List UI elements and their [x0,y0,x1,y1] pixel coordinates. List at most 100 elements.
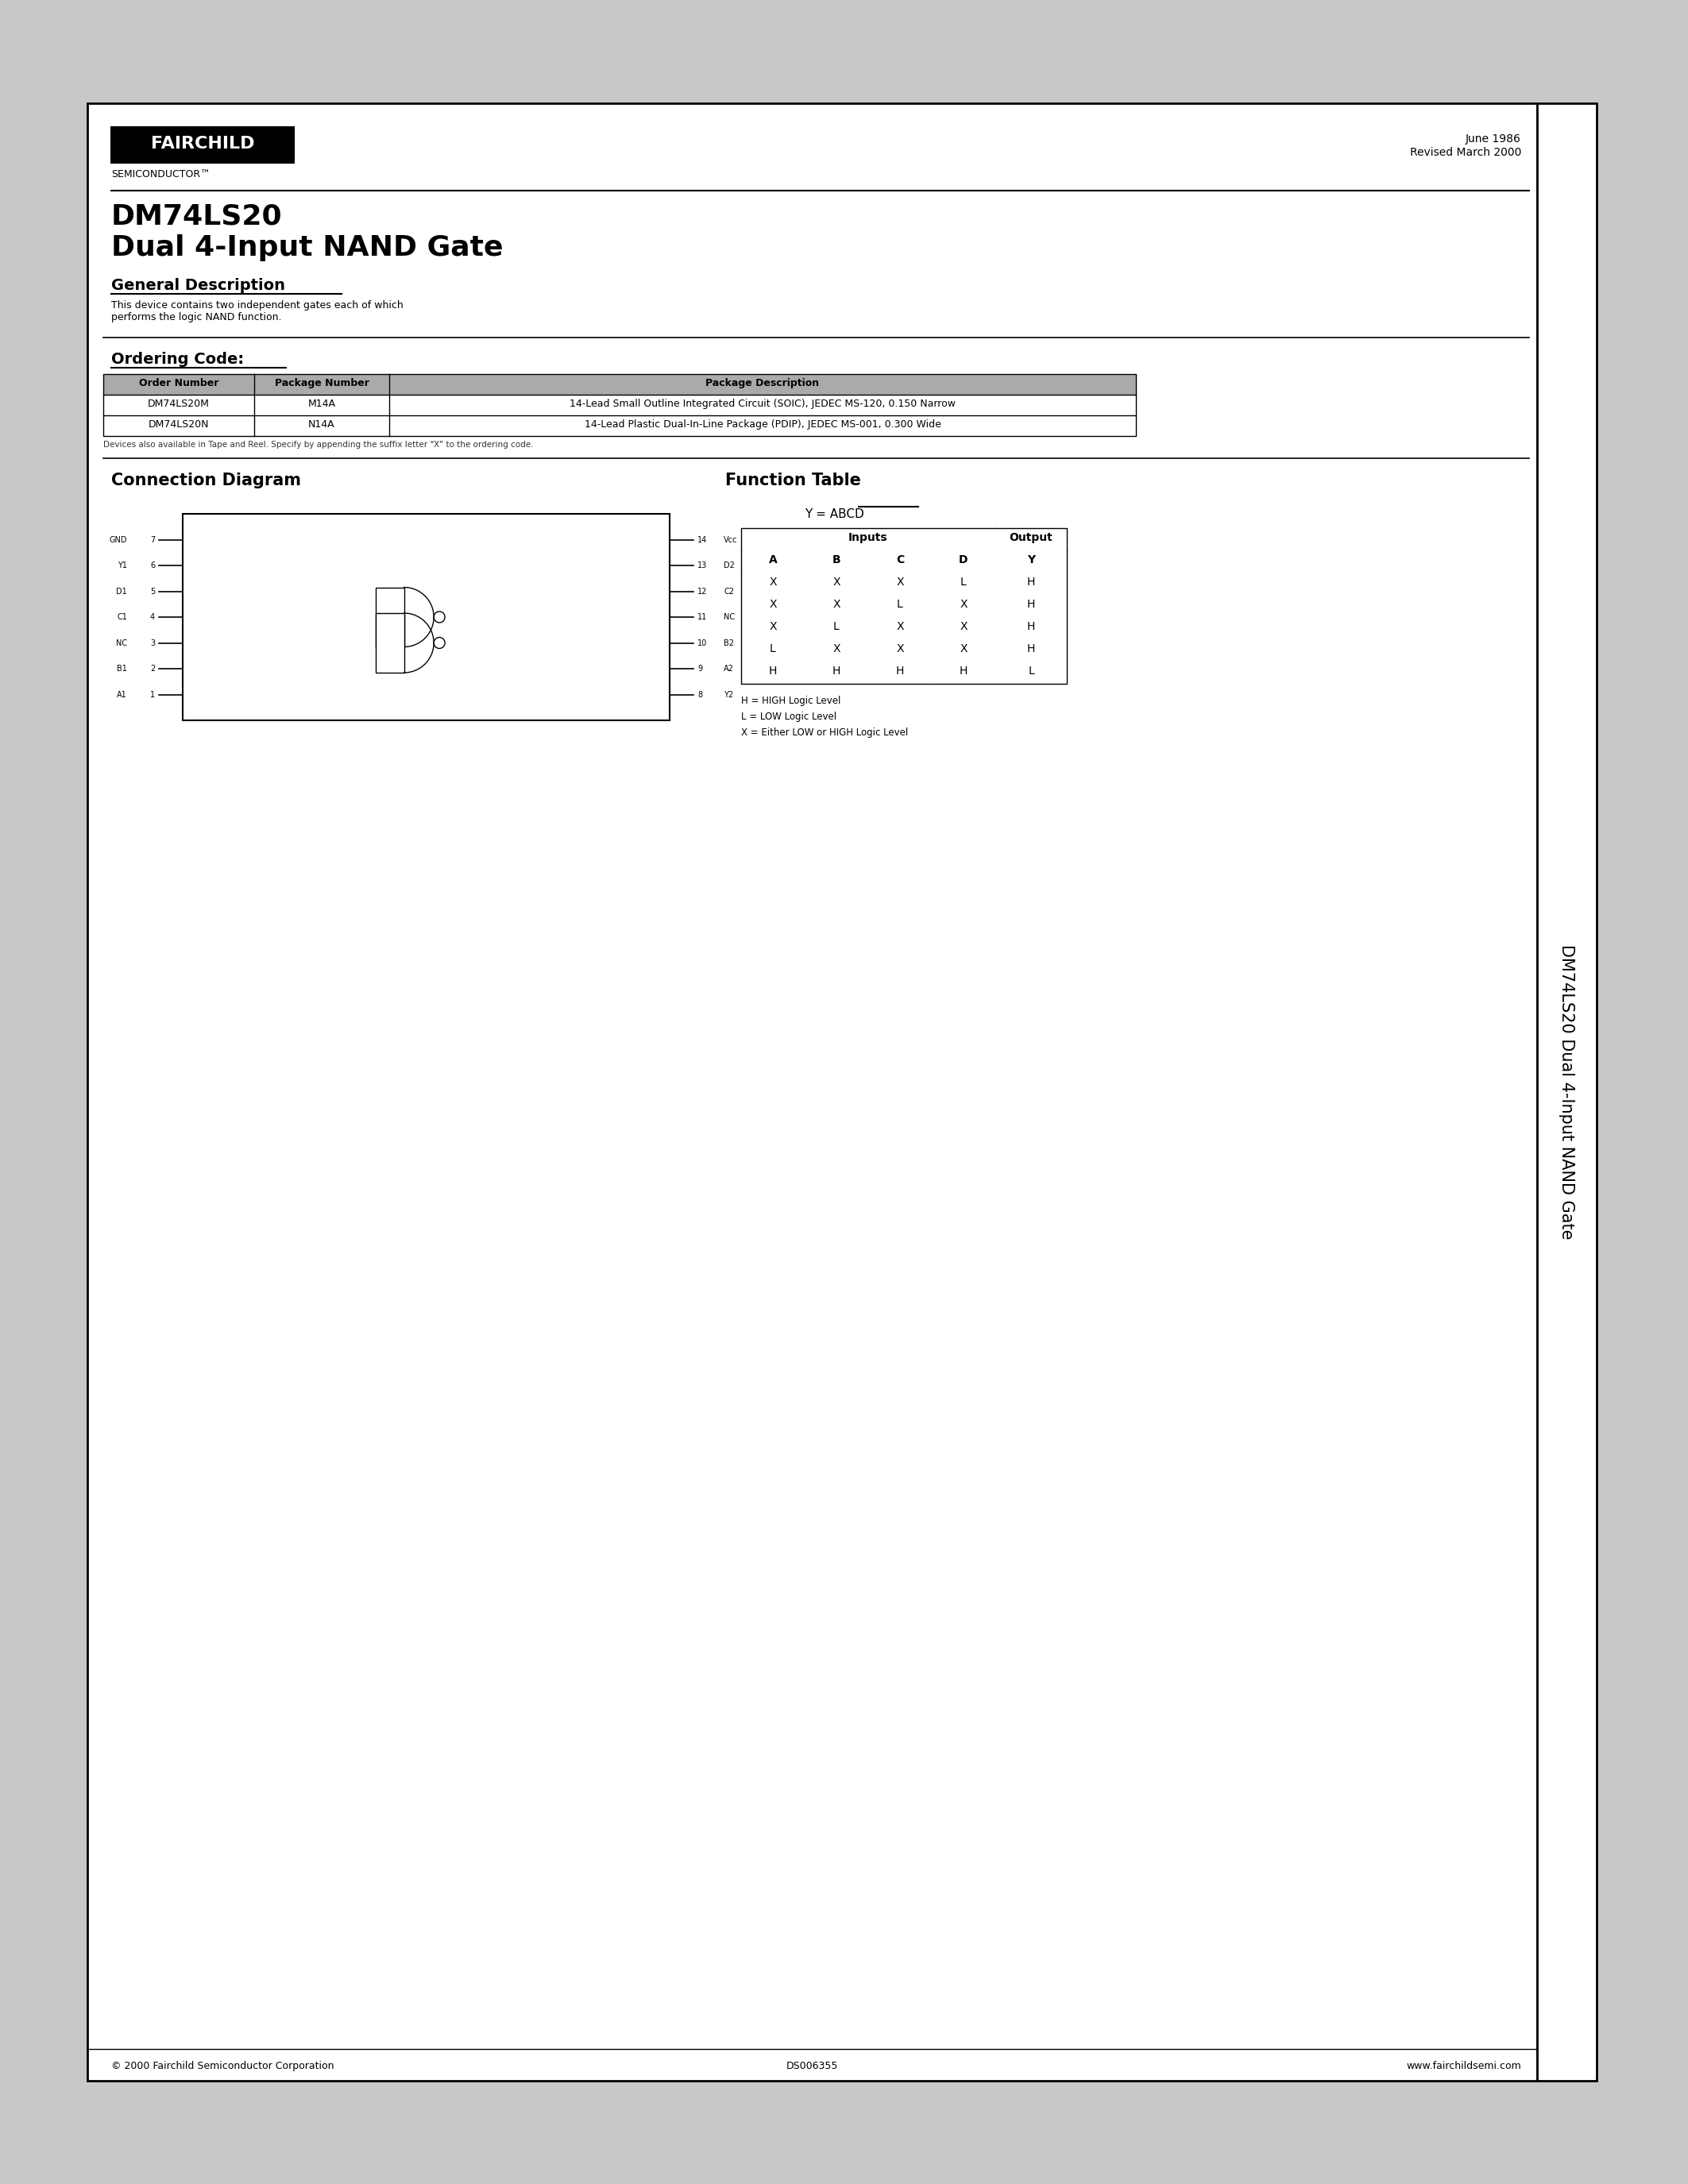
Text: H: H [959,666,967,677]
Text: NC: NC [116,640,127,646]
Text: DM74LS20: DM74LS20 [111,203,282,229]
Text: M14A: M14A [307,400,336,408]
Text: NC: NC [724,614,734,620]
Bar [741,529,1067,684]
Text: 11: 11 [697,614,707,620]
Text: GND: GND [110,535,127,544]
Text: SEMICONDUCTOR™: SEMICONDUCTOR™ [111,168,211,179]
Text: X: X [960,620,967,631]
Text: H: H [832,666,841,677]
Text: Output: Output [1009,533,1053,544]
Text: 5: 5 [150,587,155,596]
Text: 6: 6 [150,561,155,570]
Text: DS006355: DS006355 [787,2062,839,2070]
Text: L: L [960,577,967,587]
Bar [741,529,1067,550]
Text: L: L [1028,666,1035,677]
Text: H: H [1026,644,1035,655]
Text: Ordering Code:: Ordering Code: [111,352,245,367]
Text: H: H [896,666,905,677]
Text: X: X [770,598,776,609]
Text: L: L [834,620,839,631]
Text: H: H [1026,598,1035,609]
Text: X: X [832,598,841,609]
Text: Devices also available in Tape and Reel. Specify by appending the suffix letter : Devices also available in Tape and Reel.… [103,441,533,448]
Text: C1: C1 [116,614,127,620]
Text: X: X [896,644,903,655]
Text: 3: 3 [150,640,155,646]
Text: This device contains two independent gates each of which
performs the logic NAND: This device contains two independent gat… [111,299,403,323]
Text: © 2000 Fairchild Semiconductor Corporation: © 2000 Fairchild Semiconductor Corporati… [111,2062,334,2070]
Text: N14A: N14A [309,419,334,430]
Bar [376,587,403,646]
Text: 14-Lead Small Outline Integrated Circuit (SOIC), JEDEC MS-120, 0.150 Narrow: 14-Lead Small Outline Integrated Circuit… [569,400,955,408]
Text: H: H [1026,620,1035,631]
Text: D1: D1 [116,587,127,596]
Text: Package Description: Package Description [706,378,819,389]
Text: L: L [770,644,776,655]
Text: Vcc: Vcc [724,535,738,544]
Text: Revised March 2000: Revised March 2000 [1409,146,1521,157]
Text: B2: B2 [724,640,734,646]
Text: X = Either LOW or HIGH Logic Level: X = Either LOW or HIGH Logic Level [741,727,908,738]
Bar [376,614,403,673]
Bar [1538,103,1597,2081]
Text: X: X [960,644,967,655]
Text: B: B [832,555,841,566]
Text: H = HIGH Logic Level: H = HIGH Logic Level [741,697,841,705]
Text: D2: D2 [724,561,734,570]
Text: X: X [770,620,776,631]
Text: 8: 8 [697,690,702,699]
Bar [103,373,1136,437]
Text: D: D [959,555,969,566]
Text: 14-Lead Plastic Dual-In-Line Package (PDIP), JEDEC MS-001, 0.300 Wide: 14-Lead Plastic Dual-In-Line Package (PD… [584,419,940,430]
Text: 7: 7 [150,535,155,544]
Bar [182,513,670,721]
Text: X: X [896,577,903,587]
Bar [111,127,294,164]
Bar [741,550,1067,572]
Text: C: C [896,555,905,566]
Text: 13: 13 [697,561,707,570]
Bar [103,373,1136,395]
Text: X: X [832,644,841,655]
Text: DM74LS20M: DM74LS20M [149,400,209,408]
Text: X: X [896,620,903,631]
Text: X: X [960,598,967,609]
Text: 2: 2 [150,664,155,673]
Text: H: H [768,666,776,677]
Text: A2: A2 [724,664,734,673]
Text: 4: 4 [150,614,155,620]
Text: Inputs: Inputs [849,533,888,544]
Bar [88,103,1538,2081]
Text: Y = ABCD: Y = ABCD [805,509,864,520]
Text: 10: 10 [697,640,707,646]
Text: B1: B1 [116,664,127,673]
Text: Dual 4-Input NAND Gate: Dual 4-Input NAND Gate [111,234,503,262]
Text: 9: 9 [697,664,702,673]
Text: Connection Diagram: Connection Diagram [111,472,300,489]
Text: Function Table: Function Table [726,472,861,489]
Text: DM74LS20N: DM74LS20N [149,419,209,430]
Text: Y1: Y1 [118,561,127,570]
Text: H: H [1026,577,1035,587]
Text: Order Number: Order Number [138,378,219,389]
Text: 1: 1 [150,690,155,699]
Text: www.fairchildsemi.com: www.fairchildsemi.com [1406,2062,1521,2070]
Text: FAIRCHILD: FAIRCHILD [150,135,255,151]
Bar [88,103,1597,2081]
Text: X: X [770,577,776,587]
Text: L = LOW Logic Level: L = LOW Logic Level [741,712,837,723]
Text: June 1986: June 1986 [1465,133,1521,144]
Text: A: A [768,555,776,566]
Text: Y: Y [1026,555,1035,566]
Text: C2: C2 [724,587,734,596]
Text: DM74LS20 Dual 4-Input NAND Gate: DM74LS20 Dual 4-Input NAND Gate [1560,943,1575,1241]
Text: 14: 14 [697,535,707,544]
Text: L: L [896,598,903,609]
Text: General Description: General Description [111,277,285,293]
Text: Y2: Y2 [724,690,733,699]
Text: X: X [832,577,841,587]
Text: 12: 12 [697,587,707,596]
Text: Package Number: Package Number [275,378,370,389]
